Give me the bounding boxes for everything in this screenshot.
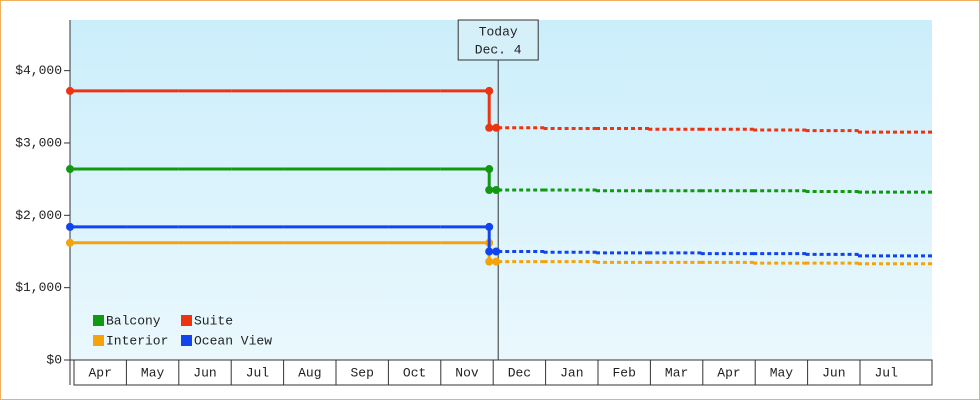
series [66, 222, 932, 258]
x-tick-label: May [770, 365, 794, 380]
legend-label: Interior [106, 333, 168, 348]
x-tick-label: Sep [350, 365, 373, 380]
x-tick-label: Jun [822, 365, 845, 380]
point [492, 123, 501, 132]
point [485, 247, 494, 256]
x-tick-label: Apr [717, 365, 740, 380]
point [492, 247, 501, 256]
legend-swatch [181, 315, 192, 326]
x-tick-label: Aug [298, 365, 321, 380]
legend-swatch [93, 335, 104, 346]
series [66, 238, 932, 266]
x-tick-label: Mar [665, 365, 688, 380]
x-tick-label: Jul [246, 365, 270, 380]
x-tick-label: Apr [88, 365, 111, 380]
y-tick-label: $4,000 [15, 63, 62, 78]
point [485, 257, 494, 266]
y-tick-label: $2,000 [15, 208, 62, 223]
series [66, 86, 932, 134]
legend-label: Ocean View [194, 333, 272, 348]
point [492, 186, 501, 194]
x-tick-label: Jul [874, 365, 898, 380]
legend-swatch [93, 315, 104, 326]
today-date: Dec. 4 [475, 42, 522, 57]
point [66, 238, 74, 247]
x-tick-label: Jun [193, 365, 216, 380]
x-tick-label: May [141, 365, 165, 380]
x-tick-label: Nov [455, 365, 479, 380]
today-box [457, 19, 539, 61]
point [66, 86, 74, 95]
x-tick-label: Oct [403, 365, 426, 380]
y-tick-label: $0 [46, 352, 62, 367]
point [485, 186, 494, 194]
x-tick-label: Feb [612, 365, 635, 380]
y-tick-label: $3,000 [15, 135, 62, 150]
point [66, 165, 74, 174]
y-tick-label: $1,000 [15, 280, 62, 295]
today-title: Today [479, 24, 518, 39]
legend-swatch [181, 335, 192, 346]
point [492, 257, 501, 266]
legend-label: Balcony [106, 313, 161, 328]
series [66, 165, 932, 194]
x-tick-label: Jan [560, 365, 583, 380]
x-axis-band [73, 359, 933, 386]
x-tick-label: Dec [508, 365, 531, 380]
point [66, 222, 74, 231]
point [485, 123, 494, 132]
legend-label: Suite [194, 313, 233, 328]
